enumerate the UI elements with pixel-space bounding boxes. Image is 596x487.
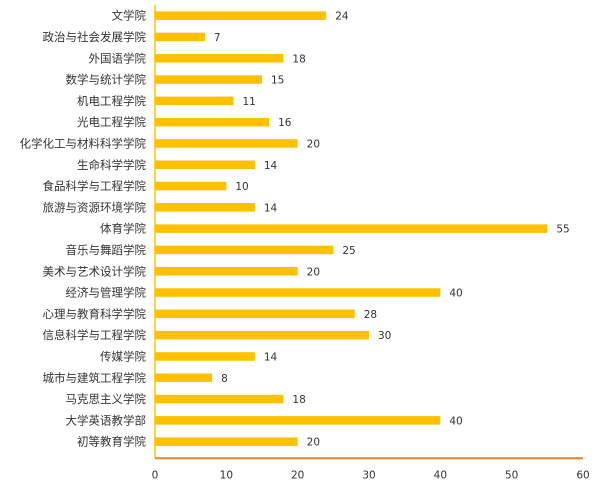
bar (155, 224, 548, 233)
x-tick-label: 40 (434, 469, 447, 481)
bars-group (155, 11, 548, 446)
category-label: 体育学院 (100, 222, 146, 236)
data-label: 11 (242, 96, 255, 108)
category-label: 传媒学院 (100, 349, 146, 363)
category-labels: 文学院政治与社会发展学院外国语学院数学与统计学院机电工程学院光电工程学院化学化工… (20, 9, 147, 449)
x-tick-label: 20 (291, 469, 304, 481)
data-label: 8 (221, 373, 228, 385)
x-tick-labels: 0 10 20 30 40 50 60 (152, 469, 590, 481)
data-label: 25 (342, 245, 355, 257)
data-label: 28 (364, 309, 377, 321)
x-tick-label: 50 (505, 469, 518, 481)
data-label: 14 (264, 351, 278, 363)
bar (155, 352, 255, 361)
bar (155, 96, 234, 106)
bar (155, 416, 441, 425)
data-label: 30 (378, 330, 391, 342)
bar (155, 203, 255, 212)
data-label: 18 (292, 394, 305, 406)
category-label: 初等教育学院 (77, 435, 146, 449)
category-label: 经济与管理学院 (66, 286, 147, 300)
bar (155, 181, 227, 191)
bar (155, 11, 327, 20)
data-label: 55 (556, 224, 569, 236)
data-label: 40 (449, 288, 462, 300)
bar (155, 32, 205, 42)
category-label: 生命科学学院 (77, 158, 146, 172)
data-label: 20 (307, 437, 320, 449)
data-label: 20 (307, 138, 320, 150)
bar (155, 139, 298, 148)
x-tick-label: 30 (362, 469, 375, 481)
category-label: 光电工程学院 (77, 115, 146, 129)
data-label: 10 (235, 181, 248, 193)
category-label: 城市与建筑工程学院 (43, 371, 147, 385)
data-label: 7 (214, 32, 221, 44)
bar (155, 54, 284, 63)
category-label: 文学院 (112, 9, 147, 23)
bar (155, 117, 270, 127)
data-label: 18 (292, 53, 305, 65)
bar (155, 309, 355, 319)
category-label: 信息科学与工程学院 (43, 328, 147, 342)
category-label: 政治与社会发展学院 (43, 30, 147, 44)
data-label: 15 (271, 75, 284, 87)
data-label: 20 (307, 266, 320, 278)
x-tick-label: 0 (152, 469, 159, 481)
bar (155, 373, 213, 382)
category-label: 食品科学与工程学院 (43, 179, 147, 193)
bar (155, 394, 284, 404)
data-label: 14 (264, 202, 278, 214)
category-label: 音乐与舞蹈学院 (66, 243, 147, 257)
category-label: 外国语学院 (89, 51, 147, 65)
category-label: 美术与艺术设计学院 (43, 264, 147, 278)
data-label: 40 (449, 415, 462, 427)
bar (155, 245, 334, 255)
bar (155, 288, 441, 297)
bar (155, 160, 255, 169)
bar (155, 437, 298, 446)
category-label: 数学与统计学院 (66, 73, 147, 87)
x-tick-label: 10 (220, 469, 233, 481)
category-label: 旅游与资源环境学院 (43, 200, 147, 214)
bar (155, 75, 262, 84)
data-label: 24 (335, 11, 349, 23)
bar (155, 330, 369, 340)
bar (155, 267, 298, 276)
category-label: 马克思主义学院 (66, 392, 147, 406)
category-label: 大学英语教学部 (66, 413, 147, 427)
data-label: 16 (278, 117, 292, 129)
category-label: 心理与教育科学学院 (43, 307, 147, 321)
category-label: 化学化工与材料科学学院 (20, 136, 147, 150)
data-label: 14 (264, 160, 278, 172)
category-label: 机电工程学院 (77, 94, 146, 108)
x-tick-label: 60 (576, 469, 589, 481)
